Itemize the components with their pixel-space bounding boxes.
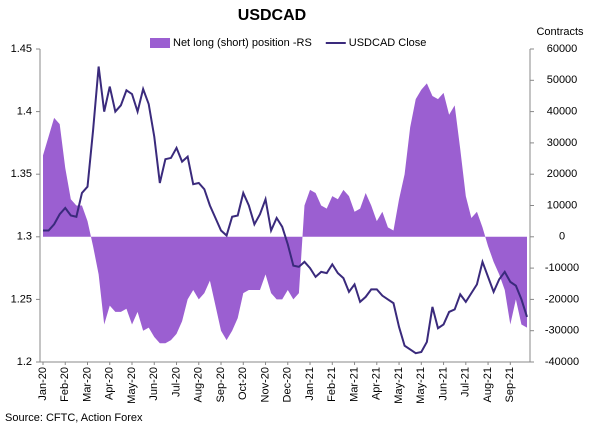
y2-tick-label: -10000 (545, 262, 579, 274)
x-tick-label: Sep-21 (504, 367, 516, 402)
line (43, 66, 528, 355)
x-tick-label: Feb-20 (59, 367, 71, 402)
x-tick-label: Apr-20 (104, 367, 116, 400)
x-tick-label: Jun-21 (437, 367, 449, 401)
y2-tick-label: -40000 (545, 356, 579, 368)
y2-tick-label: 30000 (547, 137, 578, 149)
chart-title: USDCAD (238, 7, 306, 24)
x-tick-label: Dec-20 (282, 367, 294, 402)
x-tick-label: Mar-20 (81, 367, 93, 402)
x-tick-label: Jul-21 (460, 367, 472, 397)
x-tick-label: Jan-20 (37, 367, 49, 401)
x-tick-label: Jun-20 (148, 367, 160, 401)
y-tick-label: 1.35 (11, 168, 32, 180)
x-tick-label: Oct-20 (237, 367, 249, 400)
y2-tick-label: 60000 (547, 43, 578, 55)
x-tick-label: Jan-21 (304, 367, 316, 401)
legend-swatch (150, 38, 170, 48)
y2-tick-label: 10000 (547, 199, 578, 211)
legend-label: USDCAD Close (349, 37, 427, 49)
x-tick-label: Aug-20 (193, 367, 205, 402)
x-tick-label: Apr-21 (371, 367, 383, 400)
area (43, 83, 527, 344)
legend-label: Net long (short) position -RS (173, 37, 312, 49)
y2-axis-title: Contracts (536, 26, 584, 38)
x-tick-label: May-20 (126, 367, 138, 404)
y-tick-label: 1.45 (11, 43, 32, 55)
y-tick-label: 1.3 (17, 231, 32, 243)
x-tick-label: Aug-21 (482, 367, 494, 402)
x-tick-label: Jul-20 (170, 367, 182, 397)
y2-tick-label: 40000 (547, 106, 578, 118)
x-tick-label: May-21 (415, 367, 427, 404)
source: Source: CFTC, Action Forex (5, 412, 143, 424)
y-tick-label: 1.25 (11, 293, 32, 305)
y2-tick-label: -20000 (545, 293, 579, 305)
x-tick-label: Sep-20 (215, 367, 227, 402)
y-tick-label: 1.4 (17, 106, 32, 118)
x-tick-label: Nov-20 (259, 367, 271, 402)
x-tick-label: Mar-21 (348, 367, 360, 402)
y-tick-label: 1.2 (17, 356, 32, 368)
x-tick-label: Feb-21 (326, 367, 338, 402)
y2-tick-label: 20000 (547, 168, 578, 180)
y2-tick-label: 50000 (547, 74, 578, 86)
y2-tick-label: -30000 (545, 325, 579, 337)
y2-tick-label: 0 (559, 231, 565, 243)
x-tick-label: May-21 (393, 367, 405, 404)
